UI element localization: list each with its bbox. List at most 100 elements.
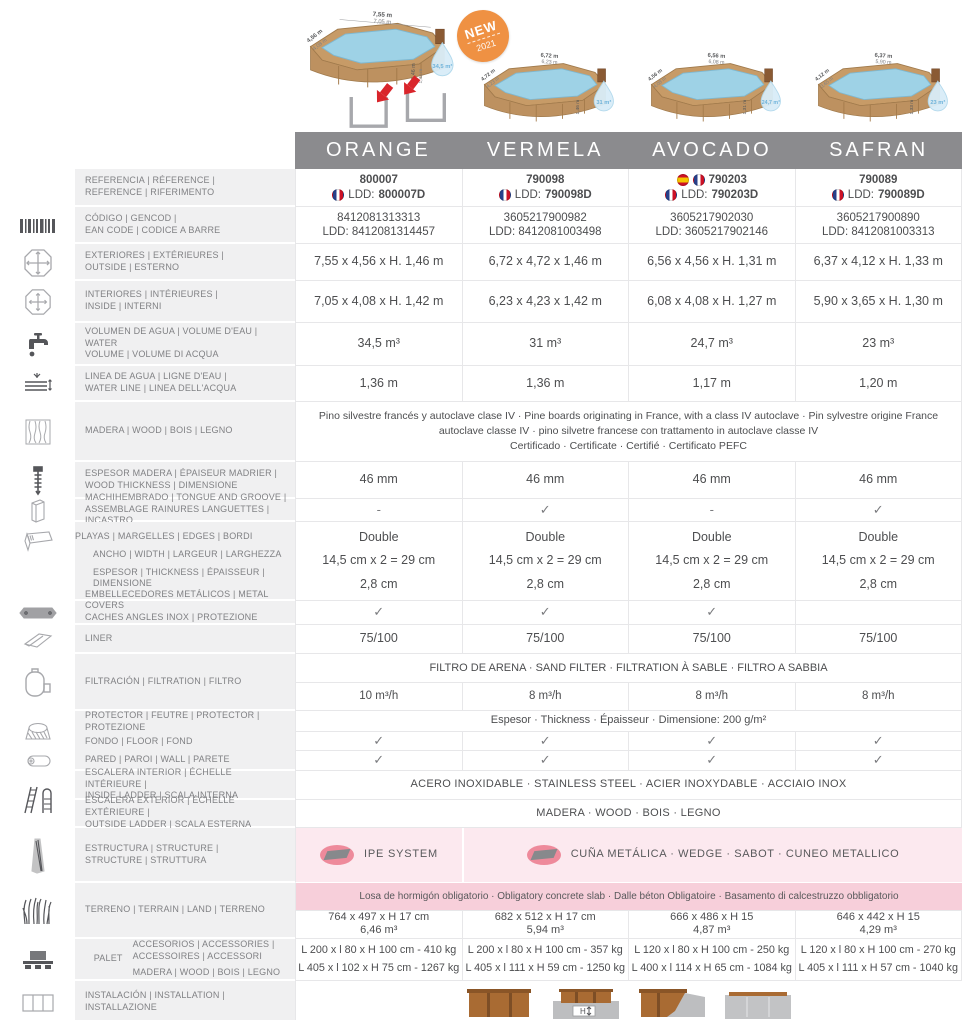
cell-terr-vermela: 682 x 512 x H 17 cm 5,94 m³: [462, 910, 629, 939]
row-volumen: VOLUMEN DE AGUA | VOLUME D'EAU | WATER V…: [0, 323, 962, 366]
label-palet: PALET ACCESORIOS | ACCESSORIES | ACCESSO…: [75, 939, 295, 981]
label-interiores: INTERIORES | INTÉRIEURES | INSIDE | INTE…: [75, 281, 295, 323]
water-line-icon: [24, 373, 52, 391]
pallet-icon: [22, 951, 53, 969]
label-protector: PROTECTOR | FEUTRE | PROTECTOR | PROTEZI…: [75, 710, 295, 732]
cell-palet-vermela: L 200 x l 80 x H 100 cm - 357 kg L 405 x …: [462, 939, 629, 981]
flag-fr-icon: [498, 188, 511, 201]
liner-sheet-icon: [23, 632, 52, 648]
protector-basin-icon: [24, 722, 51, 740]
screw-icon: [32, 465, 43, 495]
metal-cover-icon: [18, 607, 57, 619]
row-protector-pared: PARED | PAROI | WALL | PARETE ✓ ✓ ✓ ✓: [0, 751, 962, 771]
pool-length-outer: 6,72 m: [541, 53, 559, 60]
cell-ext-avocado: 6,56 x 4,56 x H. 1,31 m: [629, 244, 796, 281]
cell-ref-vermela: 790098 LDD: 790098D: [462, 169, 629, 207]
label-codigo: CÓDIGO | GENCOD | EAN CODE | CODICE A BA…: [75, 207, 295, 244]
row-liner: LINER 75/100 75/100 75/100 75/100: [0, 625, 962, 654]
cell-vol-avocado: 24,7 m³: [629, 323, 796, 366]
row-terreno: TERRENO | TERRAIN | LAND | TERRENO Losa …: [0, 883, 962, 939]
cell-ean-vermela: 3605217900982 LDD: 8412081003498: [462, 207, 629, 244]
row-interiores: INTERIORES | INTÉRIEURES | INSIDE | INTE…: [0, 281, 962, 323]
row-referencia: REFERENCIA | RÉFERENCE | REFERENCE | RIF…: [0, 169, 962, 207]
label-espesor-madera: ESPESOR MADERA | ÉPAISEUR MADRIER | WOOD…: [75, 462, 295, 499]
label-referencia: REFERENCIA | RÉFERENCE | REFERENCE | RIF…: [75, 169, 295, 207]
skimmer: [764, 68, 773, 83]
cell-ref-safran: 790089 LDD: 790089D: [795, 169, 962, 207]
label-terreno: TERRENO | TERRAIN | LAND | TERRENO: [75, 883, 295, 939]
pool-volume: 31 m³: [596, 99, 611, 106]
model-header-bar: ORANGE VERMELA AVOCADO SAFRAN: [295, 132, 962, 169]
cell-ean-avocado: 3605217902030 LDD: 3605217902146: [629, 207, 796, 244]
ipe-bracket-right: [405, 93, 446, 123]
cell-wall-orange: ✓: [295, 751, 463, 771]
cell-edges-vermela: Double 14,5 cm x 2 = 29 cm 2,8 cm: [462, 522, 629, 601]
water-drop-icon: [593, 80, 615, 112]
cell-ladder-out-span: MADERA · WOOD · BOIS · LEGNO: [295, 800, 962, 828]
height-arrow-icon: [586, 1005, 592, 1016]
pool-length-outer: 7,55 m: [372, 11, 392, 19]
cell-ext-safran: 6,37 x 4,12 x H. 1,33 m: [795, 244, 962, 281]
row-espesor-madera: ESPESOR MADERA | ÉPAISEUR MADRIER | WOOD…: [0, 462, 962, 499]
pool-height-outer: 1,31 m: [742, 100, 748, 115]
row-escalera-interior: ESCALERA INTERIOR | ÉCHELLE INTÉRIEURE |…: [0, 767, 962, 813]
height-label: H: [580, 1007, 586, 1016]
cell-ext-orange: 7,55 x 4,56 x H. 1,46 m: [295, 244, 463, 281]
install-above-ground-icon: [467, 988, 531, 1017]
pool-orange-illustration: 7,55 m 7,05 m 4,56 m 4,08 m 1,46 m 1,42 …: [306, 11, 454, 128]
cell-structure-orange: IPE SYSTEM: [295, 828, 464, 883]
spec-table: REFERENCIA | RÉFERENCE | REFERENCE | RIF…: [0, 169, 962, 1020]
cell-metal-orange: ✓: [295, 601, 463, 625]
cell-protector-span: Espesor · Thickness · Épaisseur · Dimens…: [295, 711, 962, 732]
red-arrow-icon: [376, 83, 394, 103]
row-machihembrado: MACHIHEMBRADO | TONGUE AND GROOVE | ASSE…: [0, 492, 962, 525]
cell-filter-type-span: FILTRO DE ARENA · SAND FILTER · FILTRATI…: [296, 654, 962, 683]
label-linea-agua: LINEA DE AGUA | LIGNE D'EAU | WATER LINE…: [75, 366, 295, 402]
water-drop-icon: [431, 41, 454, 77]
install-semi-buried-icon: H: [553, 988, 619, 1019]
installation-panels-icon: [21, 993, 54, 1012]
cell-ean-safran: 3605217900890 LDD: 8412081003313: [795, 207, 962, 244]
pool-height-outer: 1,33 m: [909, 100, 915, 115]
cell-vol-safran: 23 m³: [795, 323, 962, 366]
tongue-and-groove-icon: [30, 498, 45, 523]
pool-vermela-cell: 6,72 m 6,23 m 4,72 m 4,23 m 1,46 m 31 m³: [462, 0, 629, 132]
cell-terr-safran: 646 x 442 x H 15 4,29 m³: [795, 910, 962, 939]
wedge-badge-icon: [526, 845, 561, 865]
label-filtracion: FILTRACIÓN | FILTRATION | FILTRO: [75, 654, 295, 711]
label-escalera-interior: ESCALERA INTERIOR | ÉCHELLE INTÉRIEURE |…: [75, 767, 295, 800]
label-estructura: ESTRUCTURA | STRUCTURE | STRUCTURE | STR…: [75, 828, 295, 883]
pool-length-outer: 6,56 m: [707, 53, 725, 60]
cell-int-orange: 7,05 x 4,08 x H. 1,42 m: [295, 281, 463, 323]
flag-fr-icon: [831, 188, 844, 201]
pool-volume: 34,5 m³: [432, 63, 452, 70]
column-header-vermela: VERMELA: [486, 139, 604, 161]
cell-tg-avocado: -: [629, 499, 796, 522]
pool-length-inner: 6,23 m: [541, 59, 558, 66]
cell-flow-orange: 10 m³/h: [296, 683, 463, 711]
label-playas: PLAYAS | MARGELLES | EDGES | BORDI ANCHO…: [75, 522, 295, 601]
row-linea-agua: LINEA DE AGUA | LIGNE D'EAU | WATER LINE…: [0, 366, 962, 402]
cell-th-avocado: 46 mm: [629, 462, 796, 499]
cell-th-orange: 46 mm: [295, 462, 463, 499]
cell-wall-avocado: ✓: [629, 751, 796, 771]
cell-floor-vermela: ✓: [462, 732, 629, 751]
cell-edges-orange: Double 14,5 cm x 2 = 29 cm 2,8 cm: [295, 522, 463, 601]
cell-wl-avocado: 1,17 m: [629, 366, 796, 402]
cell-liner-safran: 75/100: [795, 625, 962, 654]
flag-es-icon: [676, 174, 689, 187]
concrete-slab-banner: Losa de hormigón obligatorio · Obligator…: [296, 883, 962, 911]
row-embellecedores: EMBELLECEDORES METÁLICOS | METAL COVERS …: [0, 589, 962, 634]
sand-filter-icon: [24, 667, 51, 697]
pool-safran-cell: 6,37 m 5,90 m 4,12 m 3,65 m 1,33 m 23 m³: [795, 0, 962, 132]
pool-safran-illustration: 6,37 m 5,90 m 4,12 m 3,65 m 1,33 m 23 m³: [814, 53, 948, 122]
cell-terr-orange: 764 x 497 x H 17 cm 6,46 m³: [296, 910, 463, 939]
pool-height-outer: 1,46 m: [575, 100, 581, 115]
pool-volume: 23 m³: [930, 99, 945, 106]
filtracion-group: FILTRO DE ARENA · SAND FILTER · FILTRATI…: [295, 654, 962, 711]
label-embellecedores: EMBELLECEDORES METÁLICOS | METAL COVERS …: [75, 589, 295, 634]
cell-th-safran: 46 mm: [795, 462, 962, 499]
flag-fr-icon: [332, 188, 345, 201]
wood-texture-icon: [25, 419, 50, 445]
